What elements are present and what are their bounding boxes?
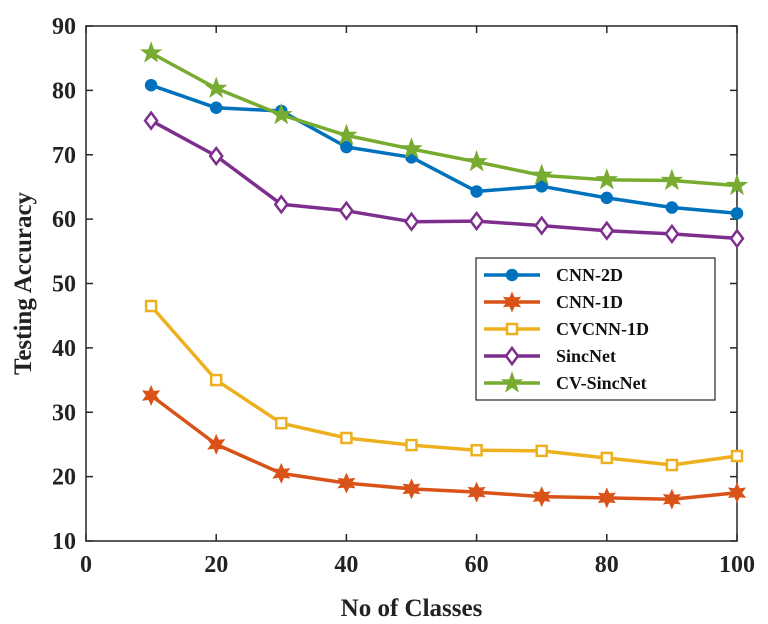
data-point [660, 168, 684, 191]
legend-marker [505, 268, 519, 282]
data-point [142, 385, 161, 406]
y-tick-label: 10 [52, 529, 76, 555]
data-point [405, 438, 418, 452]
data-point [139, 41, 163, 63]
legend-label: CVCNN-1D [556, 319, 649, 339]
data-point [335, 123, 358, 145]
data-point [534, 215, 550, 236]
data-point [337, 472, 356, 494]
data-point [535, 444, 548, 458]
data-point [273, 194, 289, 215]
series-line [150, 51, 738, 188]
data-point [143, 110, 159, 131]
axis-ticks: 0 20 40 60 80 100 10 20 30 40 50 60 70 80 90 [52, 14, 755, 578]
y-tick-label: 30 [52, 400, 76, 426]
series-cv-sincnet [139, 41, 749, 196]
legend-marker [505, 322, 519, 336]
data-point [208, 145, 224, 167]
data-point [209, 373, 223, 387]
legend-label: CNN-1D [556, 292, 623, 312]
data-point [403, 211, 420, 232]
data-point [665, 458, 679, 472]
legend: CNN-2D CNN-1D CVCNN-1D SincNet CV-SincNet [475, 257, 716, 401]
y-tick-label: 40 [52, 336, 76, 362]
y-tick-label: 90 [52, 14, 76, 40]
x-axis-title: No of Classes [341, 595, 483, 622]
data-point [725, 173, 749, 196]
legend-item: CV-SincNet [484, 371, 647, 393]
legend-marker [500, 371, 524, 393]
y-tick-label: 60 [52, 207, 76, 233]
data-point [665, 201, 679, 214]
x-tick-label: 80 [595, 552, 619, 578]
data-point [270, 102, 293, 125]
legend-label: CV-SincNet [556, 373, 647, 393]
data-point [727, 482, 747, 504]
data-point [729, 228, 745, 249]
data-point [144, 78, 158, 92]
series-line [150, 394, 738, 501]
legend-item: CNN-1D [484, 291, 623, 313]
series-cvcnn-1d [144, 299, 744, 472]
data-point [207, 433, 226, 455]
legend-item: CVCNN-1D [484, 319, 649, 339]
legend-item: SincNet [484, 345, 616, 367]
data-point [535, 180, 548, 193]
legend-item: CNN-2D [484, 265, 623, 285]
series-line [150, 83, 738, 216]
data-point [595, 168, 619, 190]
data-point [340, 140, 353, 154]
data-point [597, 487, 616, 509]
data-point [730, 207, 744, 220]
data-point [470, 185, 483, 198]
series-line [150, 119, 738, 241]
data-point [275, 416, 288, 430]
data-point [730, 449, 744, 463]
y-tick-label: 70 [52, 143, 76, 169]
data-point [144, 299, 158, 313]
y-axis-title: Testing Accuracy [10, 191, 37, 375]
data-point [338, 200, 354, 221]
series-lines [139, 41, 749, 510]
y-tick-label: 20 [52, 465, 76, 491]
legend-marker [502, 291, 522, 313]
y-tick-label: 80 [52, 78, 76, 104]
data-point [532, 486, 551, 508]
data-point [402, 478, 421, 500]
data-point [662, 488, 681, 510]
data-point [467, 481, 486, 503]
series-cnn-1d [142, 385, 747, 510]
data-point [209, 101, 223, 115]
series-sincnet [143, 110, 745, 249]
data-point [600, 451, 614, 465]
legend-label: SincNet [556, 346, 616, 366]
data-point [465, 149, 488, 172]
data-point [530, 163, 553, 185]
data-point [340, 431, 353, 445]
x-tick-label: 100 [719, 552, 755, 578]
data-point [272, 462, 291, 484]
data-point [600, 191, 614, 205]
data-point [400, 137, 423, 159]
x-tick-label: 60 [465, 552, 489, 578]
legend-box [475, 257, 716, 401]
data-point [599, 220, 615, 241]
y-tick-label: 50 [52, 272, 76, 298]
series-line [149, 304, 738, 467]
x-tick-label: 0 [80, 552, 92, 578]
data-point [204, 76, 228, 98]
data-point [664, 223, 680, 245]
x-tick-label: 40 [334, 552, 358, 578]
x-tick-label: 20 [204, 552, 228, 578]
legend-label: CNN-2D [556, 265, 623, 285]
data-point [469, 210, 485, 232]
legend-marker [504, 345, 520, 367]
data-point [470, 443, 483, 457]
